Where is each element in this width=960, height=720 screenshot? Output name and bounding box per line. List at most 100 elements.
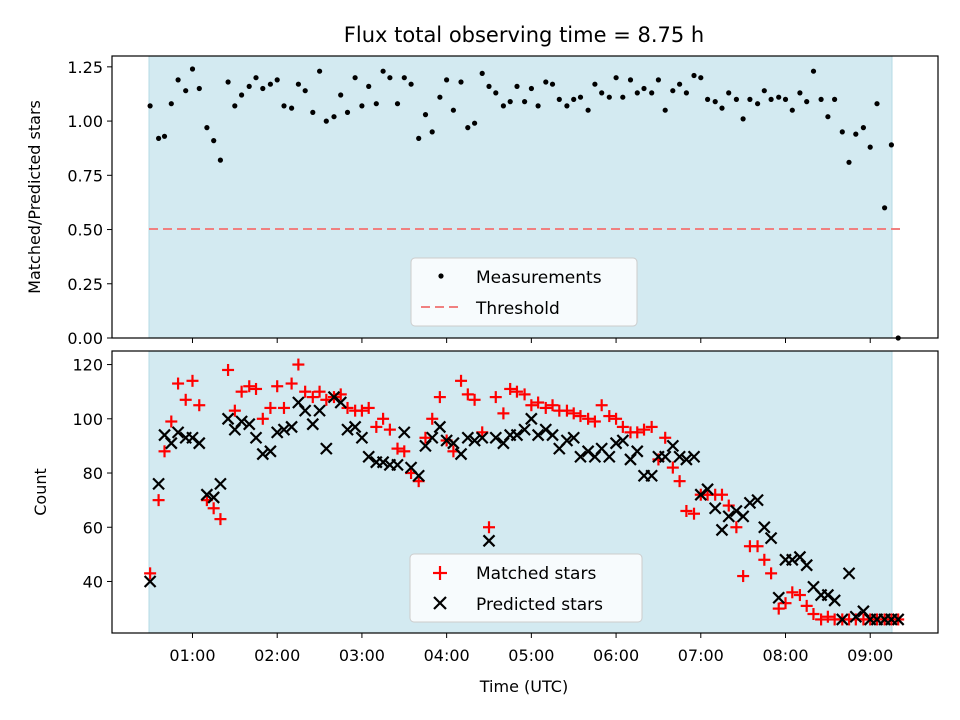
predicted-star-point: [891, 613, 905, 626]
matched-star-point: [765, 567, 778, 580]
measurement-point: [450, 107, 456, 113]
predicted-star-point: [772, 591, 786, 605]
predicted-star-point: [828, 594, 841, 607]
legend-matched-label: Matched stars: [476, 564, 596, 584]
bottom-y-tick-label: 120: [72, 356, 103, 375]
matched-star-point: [271, 380, 284, 393]
measurement-point: [860, 125, 867, 131]
measurement-point: [804, 99, 810, 105]
matched-star-point: [603, 410, 616, 423]
top-y-axis: 0.00 0.25 0.50 0.75 1.00 1.25: [67, 58, 112, 348]
predicted-star-point: [758, 520, 771, 534]
predicted-star-point: [567, 431, 580, 445]
measurement-point: [444, 77, 450, 83]
predicted-star-point: [849, 610, 863, 624]
predicted-star-point: [531, 428, 545, 442]
measurement-point: [479, 70, 485, 76]
legend-measurements-marker: [438, 273, 444, 279]
measurement-point: [825, 114, 831, 120]
matched-star-point: [821, 610, 834, 623]
predicted-star-point: [842, 567, 856, 580]
measurement-point: [655, 77, 662, 83]
matched-star-point: [158, 445, 171, 458]
measurement-point: [211, 138, 217, 144]
matched-star-point: [510, 385, 523, 398]
predicted-star-point: [192, 436, 206, 450]
measurement-point: [514, 83, 520, 89]
predicted-star-point: [560, 434, 574, 447]
matched-star-point: [482, 521, 495, 534]
bottom-x-tick-label: 06:00: [593, 646, 639, 665]
predicted-star-point: [800, 558, 813, 572]
predicted-star-point: [546, 428, 559, 442]
matched-star-point: [807, 608, 820, 621]
measurement-point: [726, 90, 732, 96]
top-y-tick-label: 0.75: [67, 166, 103, 185]
measurement-point: [691, 72, 697, 79]
matched-star-point: [567, 407, 580, 420]
predicted-star-point: [235, 415, 248, 428]
measurement-point: [437, 94, 443, 100]
measurement-point: [556, 96, 562, 102]
measurement-point: [465, 125, 471, 131]
predicted-star-point: [603, 450, 616, 464]
measurement-point: [260, 85, 266, 92]
predicted-star-point: [687, 450, 701, 464]
bottom-plot-frame: [111, 350, 939, 634]
predicted-star-point: [835, 613, 849, 626]
measurement-point: [196, 85, 202, 92]
measurement-point: [585, 107, 591, 113]
bottom-x-tick-label: 08:00: [762, 646, 808, 665]
predicted-star-point: [666, 439, 680, 453]
measurement-point: [712, 99, 718, 105]
measurement-point: [289, 105, 295, 111]
measurement-point: [719, 105, 725, 111]
predicted-star-point: [298, 404, 312, 417]
measurement-point: [281, 103, 287, 109]
measurement-point: [344, 109, 351, 115]
matched-star-point: [539, 401, 552, 414]
measurement-point: [204, 125, 210, 131]
top-legend-box: [410, 257, 638, 327]
bottom-y-tick-label: 80: [83, 464, 103, 483]
measurement-point: [217, 157, 223, 163]
matched-star-point: [383, 423, 396, 436]
matched-star-point: [595, 399, 608, 412]
measurement-point: [232, 103, 238, 109]
measurement-point: [761, 88, 767, 94]
measurement-point: [422, 112, 429, 118]
measurement-point: [832, 96, 838, 102]
measurement-point: [677, 81, 683, 87]
predicted-star-point: [334, 396, 348, 409]
predicted-star-point: [320, 442, 333, 455]
measurement-point: [507, 99, 513, 105]
measurement-point: [302, 88, 308, 94]
measurement-point: [246, 83, 252, 89]
measurement-point: [352, 75, 358, 81]
predicted-star-point: [207, 491, 220, 504]
predicted-star-point: [645, 469, 658, 483]
predicted-star-point: [518, 423, 531, 436]
measurement-point: [543, 79, 549, 85]
predicted-star-point: [341, 423, 354, 436]
matched-star-point: [186, 374, 199, 387]
bottom-x-tick-label: 05:00: [508, 646, 554, 665]
matched-star-point: [574, 410, 587, 423]
matched-star-point: [560, 404, 573, 417]
predicted-star-point: [475, 431, 489, 445]
predicted-star-point: [242, 417, 256, 431]
measurement-point: [380, 68, 386, 74]
predicted-star-point: [658, 450, 672, 464]
matched-star-point: [377, 412, 390, 425]
measurement-point: [147, 103, 153, 109]
matched-star-point: [165, 415, 178, 428]
top-chart-title: Flux total observing time = 8.75 h: [344, 23, 704, 47]
measurement-point: [522, 99, 528, 105]
matched-star-point: [751, 540, 764, 553]
matched-star-point: [504, 382, 517, 395]
matched-star-point: [779, 597, 792, 610]
bottom-y-tick-label: 100: [72, 410, 103, 429]
matched-star-point: [737, 570, 750, 583]
measurement-point: [634, 90, 640, 96]
